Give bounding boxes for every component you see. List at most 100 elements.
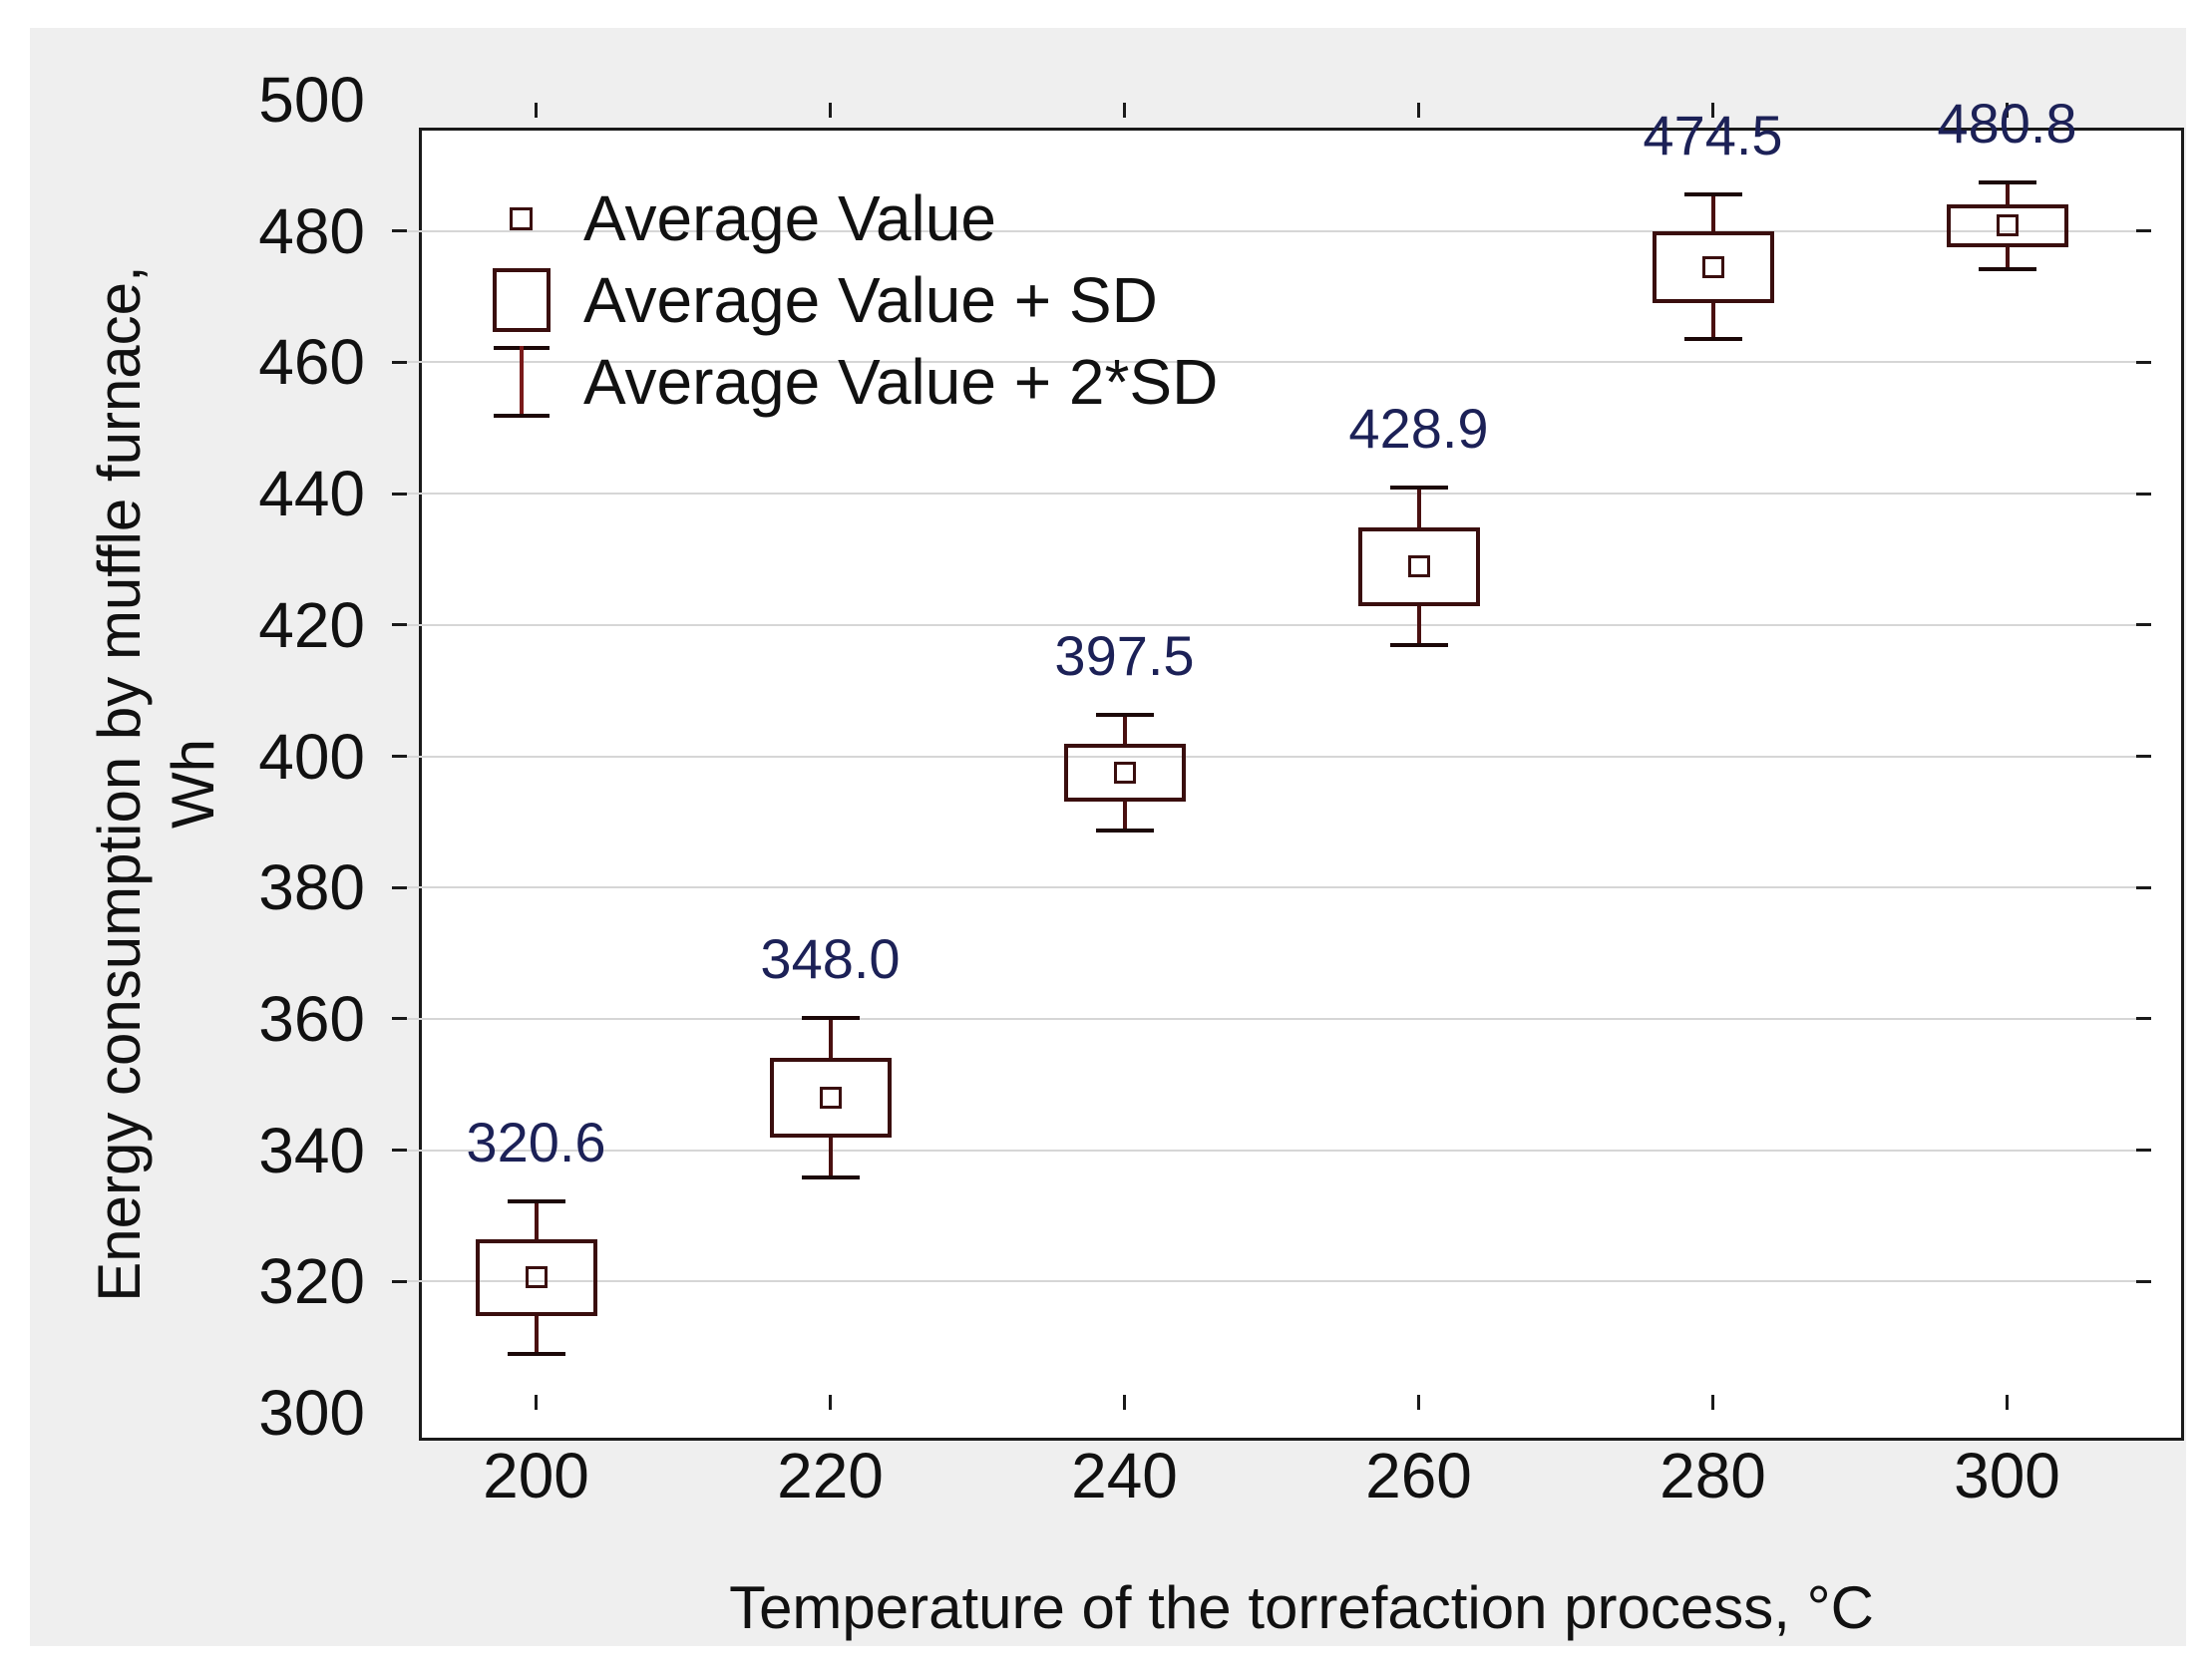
legend: Average Value Average Value + SD Average…	[459, 177, 1218, 423]
whisker-cap	[1389, 486, 1448, 491]
average-value-marker-icon	[510, 206, 533, 230]
sd-box	[1357, 526, 1480, 606]
gridline	[392, 886, 2151, 889]
y-tick-label: 440	[258, 458, 365, 530]
chart-canvas: 300 320 340 360 380 400 420 440 460 480 500 200 220 2…	[30, 28, 2186, 1646]
y-tick-mark	[2136, 360, 2151, 364]
x-tick-mark	[1711, 1395, 1714, 1410]
whisker-line	[534, 1200, 539, 1240]
value-label: 348.0	[760, 926, 901, 990]
y-tick-mark	[2136, 492, 2151, 496]
value-label: 474.5	[1643, 104, 1783, 167]
sd-box	[475, 1239, 597, 1316]
y-tick-label: 500	[258, 64, 365, 136]
x-tick-mark	[535, 1395, 538, 1410]
x-tick-mark	[2006, 1395, 2009, 1410]
x-tick-mark	[1711, 103, 1714, 118]
whisker-cap	[1095, 713, 1154, 717]
sd-box	[1652, 230, 1774, 304]
avg-marker	[1407, 555, 1430, 578]
y-tick-label: 480	[258, 194, 365, 267]
y-tick-mark	[2136, 1149, 2151, 1153]
x-tick-mark	[1417, 103, 1420, 118]
x-tick-label: 280	[1659, 1440, 1766, 1511]
gridline	[392, 1149, 2151, 1152]
x-tick-label: 240	[1071, 1440, 1178, 1511]
plot-area	[419, 128, 2184, 1441]
whisker-cap	[507, 1351, 565, 1356]
whisker-cap	[1095, 828, 1154, 833]
y-tick-mark	[2136, 1279, 2151, 1283]
gridline	[392, 493, 2151, 496]
whisker-line	[828, 1017, 833, 1058]
legend-symbol-cell	[459, 268, 583, 332]
avg-marker	[1113, 761, 1136, 784]
y-axis-title-line1: Energy consumption by muffle furnace,	[86, 265, 153, 1302]
whisker-line	[2005, 247, 2010, 269]
whisker-line	[1416, 488, 1421, 527]
whisker-line	[1122, 715, 1127, 744]
y-tick-mark	[2136, 229, 2151, 233]
x-tick-label: 200	[483, 1440, 589, 1511]
whisker-cap	[507, 1198, 565, 1203]
value-label: 320.6	[466, 1110, 606, 1173]
y-tick-mark	[2136, 755, 2151, 758]
legend-label: Average Value + SD	[583, 264, 1158, 336]
y-tick-mark	[2136, 1017, 2151, 1021]
whisker-icon	[493, 346, 550, 418]
avg-marker	[525, 1266, 548, 1289]
legend-label: Average Value	[583, 182, 996, 254]
x-tick-mark	[829, 103, 832, 118]
y-tick-mark	[392, 360, 407, 364]
legend-label: Average Value + 2*SD	[583, 346, 1219, 418]
y-axis-title: Energy consumption by muffle furnace, Wh	[83, 128, 232, 1441]
sd-box-icon	[492, 268, 551, 332]
y-tick-label: 320	[258, 1245, 365, 1318]
y-tick-mark	[392, 229, 407, 233]
legend-item-average-value-sd: Average Value + SD	[459, 259, 1218, 341]
whisker-line	[534, 1315, 539, 1354]
y-axis-title-line2: Wh	[160, 739, 226, 829]
value-label: 397.5	[1054, 624, 1195, 687]
whisker-cap	[1978, 266, 2036, 271]
avg-marker	[819, 1086, 842, 1109]
whisker-cap	[1389, 643, 1448, 648]
sd-box	[769, 1057, 892, 1139]
avg-marker	[1701, 255, 1724, 278]
y-tick-label: 340	[258, 1114, 365, 1186]
y-tick-mark	[2136, 623, 2151, 627]
y-tick-mark	[392, 623, 407, 627]
whisker-cap	[1683, 337, 1742, 342]
x-tick-mark	[2006, 103, 2009, 118]
whisker-cap	[1978, 179, 2036, 184]
x-tick-mark	[1417, 1395, 1420, 1410]
value-label: 428.9	[1348, 397, 1489, 461]
x-axis-title: Temperature of the torrefaction process,…	[729, 1574, 1874, 1641]
x-tick-mark	[1123, 1395, 1126, 1410]
y-tick-label: 460	[258, 326, 365, 399]
gridline	[392, 1017, 2151, 1020]
gridline	[392, 229, 2151, 232]
whisker-cap	[801, 1015, 860, 1020]
x-tick-mark	[535, 103, 538, 118]
whisker-cap	[1683, 192, 1742, 197]
gridline	[392, 1280, 2151, 1283]
y-tick-label: 400	[258, 720, 365, 793]
avg-marker	[1996, 214, 2019, 237]
whisker-cap	[801, 1175, 860, 1180]
y-tick-mark	[392, 1279, 407, 1283]
x-tick-mark	[829, 1395, 832, 1410]
legend-symbol-cell	[459, 206, 583, 230]
y-tick-label: 380	[258, 851, 365, 924]
sd-box	[1946, 203, 2068, 248]
gridline	[392, 361, 2151, 364]
legend-item-average-value: Average Value	[459, 177, 1218, 259]
y-tick-mark	[2136, 885, 2151, 889]
x-tick-label: 260	[1365, 1440, 1472, 1511]
value-label: 480.8	[1937, 91, 2077, 155]
x-tick-label: 300	[1954, 1440, 2060, 1511]
whisker-line	[828, 1138, 833, 1178]
y-tick-label: 300	[258, 1377, 365, 1449]
y-tick-mark	[392, 885, 407, 889]
